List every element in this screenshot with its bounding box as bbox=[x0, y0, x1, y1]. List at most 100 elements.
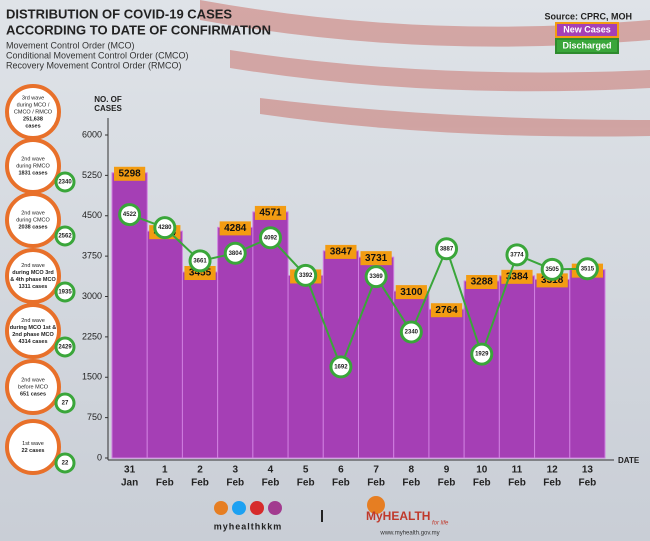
x-tick-label: 4 bbox=[268, 465, 274, 476]
wave-text: & 4th phase MCO bbox=[10, 277, 56, 283]
footer-tagline: for life bbox=[432, 521, 449, 527]
x-tick-label: Feb bbox=[262, 478, 280, 489]
x-tick-label: 3 bbox=[232, 465, 238, 476]
source: Source: CPRC, MOH bbox=[544, 11, 632, 21]
value-label: 1692 bbox=[334, 364, 348, 370]
marker bbox=[118, 203, 142, 227]
wave-text: cases bbox=[25, 123, 40, 129]
bar bbox=[393, 290, 430, 459]
footer: myhealthkkm MyHEALTH for life www.myheal… bbox=[214, 496, 449, 537]
legend-swatch bbox=[555, 38, 619, 54]
icon bbox=[250, 501, 264, 515]
value-label: 3804 bbox=[229, 251, 243, 257]
icon bbox=[214, 501, 228, 515]
x-tick-label: 5 bbox=[303, 465, 309, 476]
marker bbox=[188, 249, 212, 273]
bar bbox=[534, 278, 571, 459]
discharged-text: 2562 bbox=[58, 234, 72, 240]
value-label-box bbox=[114, 166, 146, 181]
y-axis-label: CASES bbox=[94, 104, 122, 113]
marker bbox=[258, 226, 282, 250]
discharged-circle bbox=[54, 392, 76, 414]
y-tick-label: 2250 bbox=[82, 331, 102, 341]
wave-circle bbox=[5, 359, 61, 415]
y-tick-label: 3750 bbox=[82, 251, 102, 261]
x-tick-label: 9 bbox=[444, 465, 450, 476]
value-label: 3392 bbox=[299, 273, 313, 279]
value-label-box bbox=[219, 221, 251, 236]
y-tick-label: 6000 bbox=[82, 129, 102, 139]
wave-text: during MCO 3rd bbox=[12, 270, 54, 276]
marker bbox=[470, 342, 494, 366]
value-label: 3515 bbox=[581, 266, 595, 272]
wave-text: 22 cases bbox=[22, 448, 45, 454]
discharged-circle bbox=[54, 225, 76, 247]
y-tick-label: 0 bbox=[97, 452, 102, 462]
wave-text: 2nd wave bbox=[21, 210, 45, 216]
x-tick-label: 13 bbox=[582, 465, 594, 476]
x-tick-label: 11 bbox=[512, 465, 523, 476]
y-tick-label: 5250 bbox=[82, 170, 102, 180]
subtitle: Movement Control Order (MCO) bbox=[6, 40, 135, 50]
logo bbox=[367, 496, 385, 514]
x-tick-label: Feb bbox=[297, 478, 315, 489]
wave-text: 3rd wave bbox=[22, 95, 44, 101]
marker bbox=[575, 257, 599, 281]
wave-text: during CMCO bbox=[16, 217, 50, 223]
wave-text: during MCO / bbox=[17, 102, 50, 108]
value-label: 4522 bbox=[123, 212, 137, 218]
wave-circle bbox=[5, 303, 61, 359]
wave-text: before MCO bbox=[18, 384, 49, 390]
value-label-box bbox=[501, 269, 533, 284]
wave-text: 251,638 bbox=[23, 116, 43, 122]
bar bbox=[181, 271, 219, 459]
flag-stripes bbox=[200, 0, 650, 137]
bar bbox=[252, 211, 289, 459]
wave-text: 651 cases bbox=[20, 391, 46, 397]
legend-label: Discharged bbox=[562, 40, 611, 50]
marker bbox=[505, 243, 529, 267]
value-label: 3100 bbox=[400, 287, 423, 298]
marker bbox=[153, 216, 177, 240]
x-tick-label: Feb bbox=[473, 478, 491, 489]
wave-circle bbox=[5, 192, 61, 248]
subtitle: Recovery Movement Control Order (RMCO) bbox=[6, 60, 182, 70]
value-label-box bbox=[325, 244, 357, 259]
value-label: 4571 bbox=[259, 208, 282, 219]
value-label: 2340 bbox=[405, 330, 419, 336]
wave-text: 2nd wave bbox=[21, 263, 45, 269]
bar bbox=[146, 230, 183, 459]
icon bbox=[232, 501, 246, 515]
x-tick-label: Feb bbox=[226, 478, 244, 489]
x-tick-label: 7 bbox=[373, 465, 379, 476]
discharged-text: 27 bbox=[62, 401, 69, 407]
footer-handle: myhealthkkm bbox=[214, 521, 283, 531]
legend-swatch bbox=[555, 22, 619, 38]
discharged-text: 1935 bbox=[58, 290, 72, 296]
bar bbox=[428, 308, 465, 459]
value-label: 3661 bbox=[193, 258, 207, 264]
value-label: 3384 bbox=[506, 271, 529, 282]
x-tick-label: 2 bbox=[197, 465, 203, 476]
discharged-circle bbox=[54, 452, 76, 474]
x-tick-label: Feb bbox=[402, 478, 420, 489]
y-tick-label: 1500 bbox=[82, 372, 102, 382]
wave-text: 1831 cases bbox=[18, 170, 47, 176]
chart-title: DISTRIBUTION OF COVID-19 CASES bbox=[6, 6, 232, 21]
discharged-text: 2340 bbox=[58, 180, 72, 186]
bar bbox=[217, 226, 254, 459]
bar bbox=[358, 256, 395, 459]
wave-text: 2nd wave bbox=[21, 377, 45, 383]
x-tick-label: Feb bbox=[579, 478, 597, 489]
x-tick-label: 10 bbox=[476, 465, 488, 476]
value-label: 4284 bbox=[224, 223, 247, 234]
discharged-circle bbox=[54, 171, 76, 193]
x-tick-label: 1 bbox=[162, 465, 168, 476]
marker bbox=[364, 265, 388, 289]
footer-brand: MyHEALTH bbox=[366, 509, 430, 523]
bar bbox=[569, 269, 606, 459]
value-label-box bbox=[466, 274, 498, 289]
wave-text: 2nd wave bbox=[21, 156, 45, 162]
